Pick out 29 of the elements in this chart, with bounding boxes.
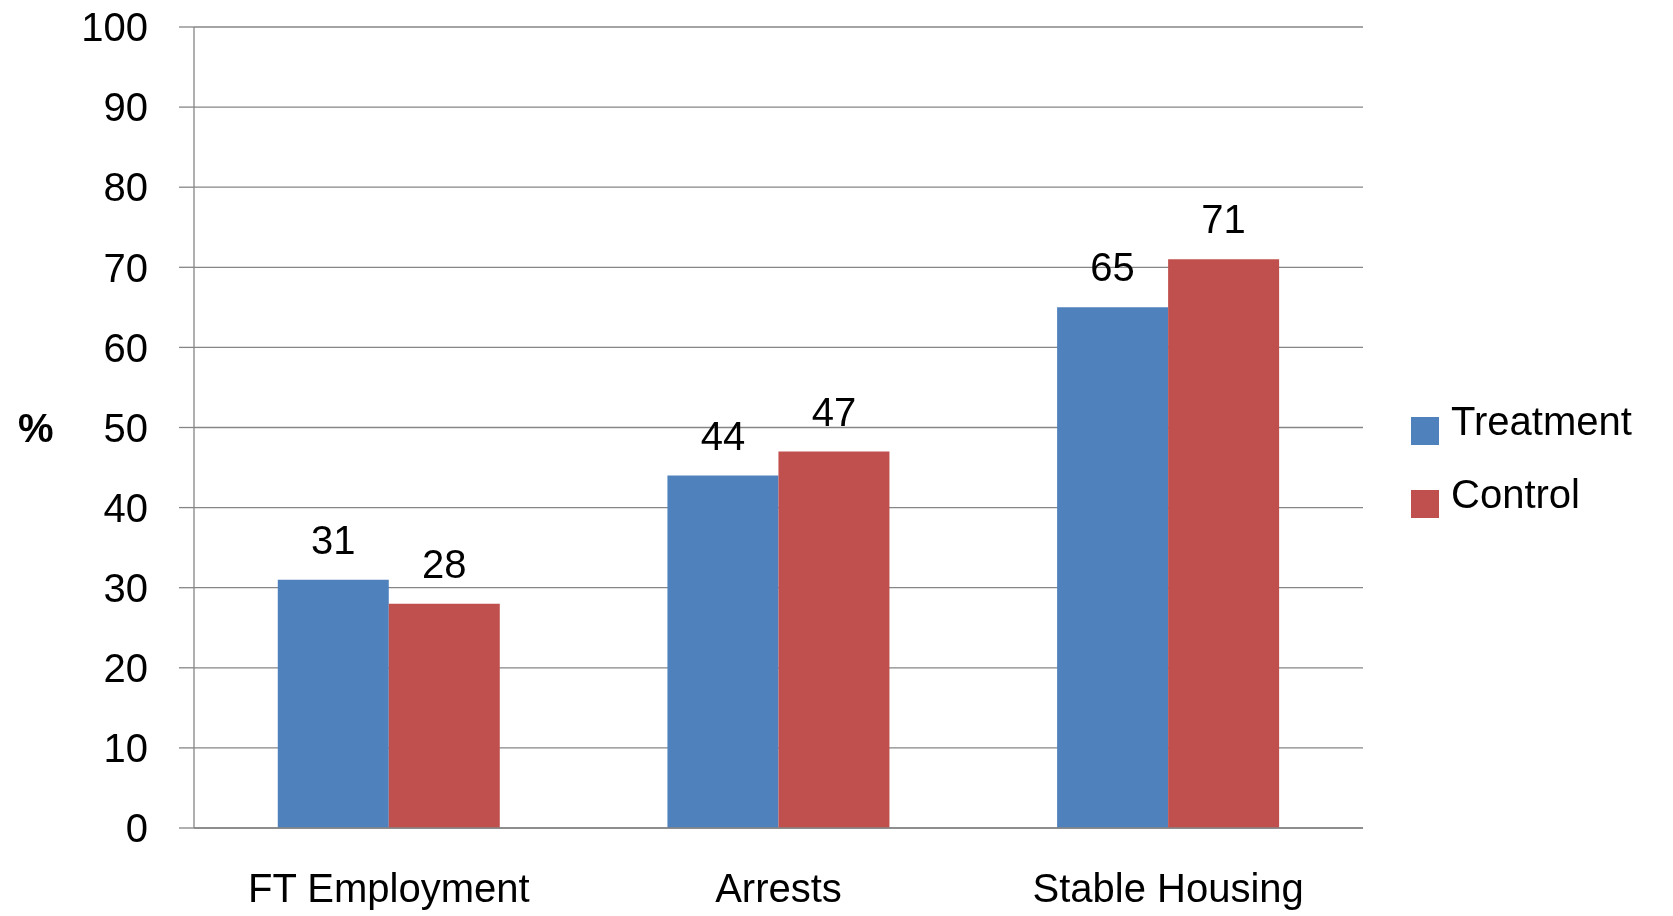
x-tick-label: Arrests (715, 866, 842, 911)
y-tick-label: 100 (81, 5, 148, 50)
bar (778, 451, 890, 828)
y-tick-label: 10 (103, 726, 148, 771)
data-label: 31 (311, 517, 356, 562)
y-tick-label: 80 (103, 165, 148, 210)
bar (277, 579, 389, 828)
y-tick-label: 0 (125, 806, 148, 851)
data-label: 47 (811, 389, 857, 434)
bar (667, 475, 779, 828)
legend-label: Treatment (1451, 399, 1632, 443)
y-tick-label: 20 (103, 646, 148, 690)
bar (388, 603, 500, 828)
y-tick-label: 30 (103, 565, 148, 610)
y-tick-label: 40 (103, 485, 148, 530)
y-tick-label: 60 (103, 325, 148, 370)
data-label: 65 (1090, 245, 1135, 290)
data-label: 71 (1201, 197, 1246, 242)
data-label: 44 (700, 413, 746, 458)
y-tick-label: 90 (103, 85, 148, 130)
x-tick-label: Stable Housing (1032, 866, 1304, 911)
bar (1057, 307, 1169, 828)
bar (1168, 259, 1280, 828)
legend-label: Control (1451, 472, 1580, 516)
x-tick-label: FT Employment (248, 866, 530, 911)
y-tick-label: 50 (103, 405, 148, 450)
y-axis-title: % (18, 405, 54, 450)
data-label: 28 (422, 541, 467, 586)
y-tick-label: 70 (103, 245, 148, 290)
